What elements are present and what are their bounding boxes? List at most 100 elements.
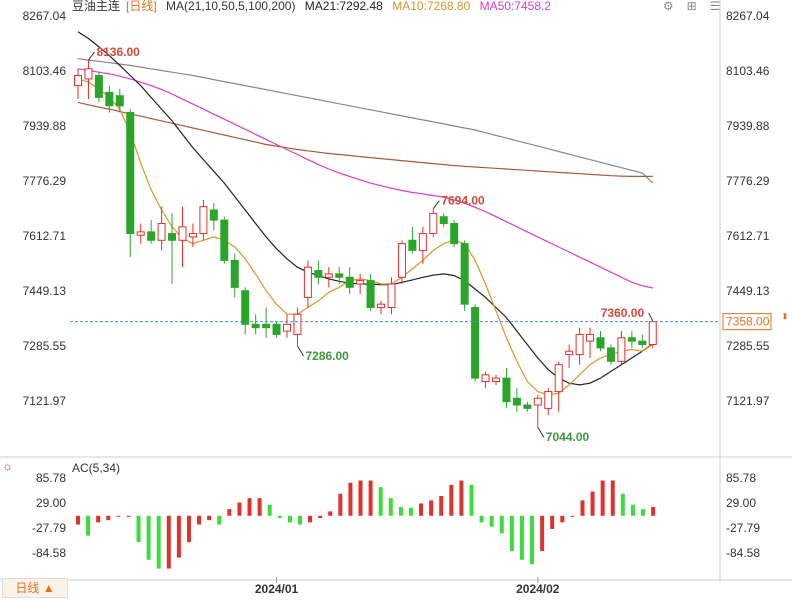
ac-bar	[408, 507, 413, 516]
ac-y-tick-right: -84.58	[726, 546, 760, 560]
ac-bar	[368, 480, 373, 516]
annotation-leader	[432, 200, 440, 209]
y-tick-left: 8103.46	[23, 64, 67, 78]
ac-bar	[86, 515, 91, 536]
y-tick-right: 7121.97	[726, 394, 770, 408]
ac-bar	[439, 495, 444, 516]
candle-up	[199, 206, 208, 235]
ac-bar	[570, 515, 575, 517]
annotation-leader	[297, 345, 304, 357]
candle-down	[335, 273, 344, 278]
candle-up	[492, 377, 500, 382]
y-tick-right: 7285.55	[726, 339, 770, 353]
y-tick-right: 7612.71	[726, 229, 770, 243]
ac-bar	[540, 515, 545, 551]
y-tick-left: 7939.88	[23, 119, 67, 133]
ac-y-tick-left: 29.00	[36, 496, 66, 510]
ac-bar	[489, 515, 494, 527]
menu-icon[interactable]: ☰	[709, 0, 721, 13]
candle-down	[345, 276, 354, 288]
ac-bar	[469, 484, 474, 516]
candle-up	[617, 337, 626, 362]
ac-bar	[297, 515, 302, 525]
ac-bar	[308, 515, 313, 523]
annotation-label: 7694.00	[441, 194, 485, 208]
candle-up	[575, 333, 584, 356]
candle-up	[387, 283, 396, 309]
crosshair-icon[interactable]: ⊞	[686, 0, 697, 13]
candle-down	[627, 337, 636, 342]
ma10-value: MA10:7268.80	[392, 0, 471, 13]
ac-bar	[610, 480, 615, 516]
y-tick-left: 7612.71	[23, 229, 67, 243]
x-tick-label: 2024/01	[255, 582, 299, 596]
candle-down	[523, 404, 532, 409]
ma200-line	[77, 58, 654, 184]
candle-down	[147, 231, 156, 241]
y-tick-left: 7449.13	[23, 284, 67, 298]
candle-up	[418, 233, 427, 251]
candle-down	[251, 323, 260, 329]
ac-bar	[348, 482, 353, 516]
ac-y-tick-right: 29.00	[726, 496, 756, 510]
y-tick-right: 8267.04	[726, 9, 770, 23]
ac-bar	[227, 509, 232, 516]
candle-down	[596, 337, 605, 349]
ac-bar	[630, 504, 635, 516]
ac-bar	[217, 515, 222, 525]
candle-down	[230, 259, 239, 288]
ac-bar	[429, 500, 434, 516]
ac-bar	[378, 487, 383, 516]
candle-down	[471, 307, 480, 379]
candle-up	[74, 75, 82, 87]
candle-up	[178, 226, 187, 241]
ac-bar	[186, 515, 191, 543]
timeframe-label: [日线]	[126, 0, 157, 13]
settings-icon[interactable]: ⚙	[662, 0, 674, 13]
ac-bar	[651, 506, 656, 516]
ac-bar	[267, 504, 272, 516]
candle-up	[188, 233, 197, 238]
candle-down	[209, 209, 218, 221]
candle-down	[439, 216, 448, 224]
candle-down	[94, 75, 103, 98]
ac-bar	[207, 515, 212, 521]
candle-down	[168, 233, 177, 241]
x-tick-label: 2024/02	[516, 582, 560, 596]
symbol-name: 豆油主连	[72, 0, 121, 13]
ac-bar	[580, 500, 585, 516]
candle-up	[429, 212, 438, 235]
candle-up	[293, 313, 302, 335]
timeframe-button[interactable]: 日线 ▲	[2, 578, 68, 598]
ac-bar	[146, 515, 151, 560]
annotation-label: 8136.00	[96, 45, 140, 59]
candle-up	[586, 333, 595, 342]
candle-down	[241, 290, 250, 325]
annotation-label: 7360.00	[601, 306, 645, 320]
candle-up	[303, 266, 312, 298]
ac-bar	[560, 515, 565, 523]
candle-up	[324, 273, 333, 278]
y-tick-right: 7449.13	[726, 284, 770, 298]
ac-bar	[277, 515, 282, 518]
candle-up	[397, 243, 406, 278]
ac-bar	[166, 515, 171, 569]
ma-params-label: MA(21,10,50,5,100,200)	[166, 0, 296, 13]
ac-bar	[76, 515, 80, 525]
annotation-label: 7044.00	[546, 430, 590, 444]
candle-down	[408, 239, 417, 251]
indicator-toggle-icon[interactable]: ☼	[2, 459, 13, 473]
ac-bar	[620, 493, 625, 516]
ac-bar	[176, 515, 181, 558]
candle-down	[450, 222, 459, 245]
y-tick-right: 7776.29	[726, 174, 770, 188]
ac-bar	[509, 515, 514, 551]
ac-bar	[106, 515, 111, 521]
ac-bar	[338, 493, 343, 516]
last-price-label: 7358.00	[726, 315, 770, 329]
ac-y-tick-right: 85.78	[726, 471, 756, 485]
ac-y-tick-left: 85.78	[36, 471, 66, 485]
ac-bar	[499, 515, 504, 534]
candle-up	[356, 280, 365, 285]
